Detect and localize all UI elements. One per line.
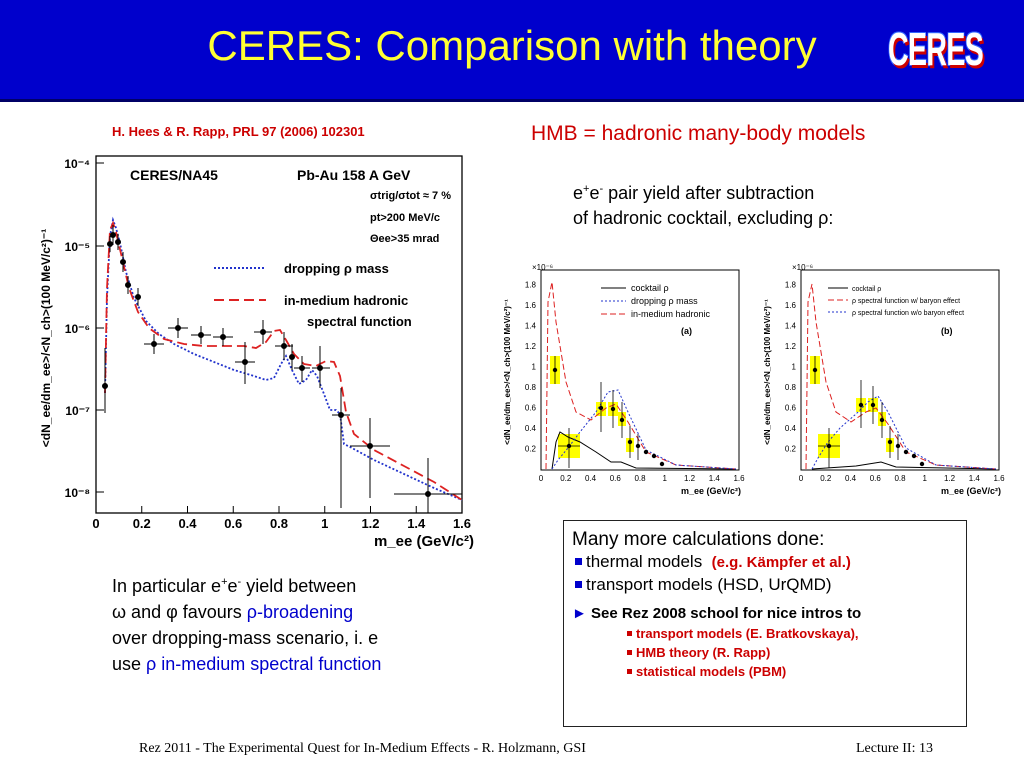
- small-plot-a: <dN_ee/dm_ee>/<N_ch>(100 MeV/c²)⁻¹ ×10⁻⁶…: [503, 263, 745, 496]
- slide-title: CERES: Comparison with theory: [207, 22, 817, 69]
- footer-right: Lecture II: 13: [856, 741, 933, 756]
- plot-a-legend-0: cocktail ρ: [631, 283, 669, 293]
- small-ytick-label: 0.8: [785, 383, 797, 392]
- experiment-label: CERES/NA45: [130, 167, 218, 183]
- small-ytick-label: 0.6: [785, 404, 797, 413]
- small-ytick-label: 1.6: [785, 301, 797, 310]
- legend-inmedium-2: spectral function: [307, 314, 412, 329]
- small-xtick-label: 0: [539, 474, 544, 483]
- calculations-box: Many more calculations done: thermal mod…: [563, 520, 967, 727]
- plot-b-ytitle: <dN_ee/dm_ee>/<N_ch>(100 MeV/c²)⁻¹: [763, 299, 772, 445]
- main-xtick-label: 0.4: [178, 516, 197, 531]
- main-ytick-label: 10⁻⁵: [65, 240, 90, 254]
- sub-statistical: statistical models (PBM): [572, 662, 966, 681]
- box-item-transport: transport models (HSD, UrQMD): [572, 574, 966, 596]
- title-bar: CERES: Comparison with theory CERES: [0, 0, 1024, 102]
- small-ytick-label: 0.8: [525, 383, 537, 392]
- main-xtick-label: 1.4: [407, 516, 426, 531]
- small-plot-b: <dN_ee/dm_ee>/<N_ch>(100 MeV/c²)⁻¹ ×10⁻⁶…: [763, 263, 1005, 496]
- cut-trig: σtrig/σtot ≈ 7 %: [370, 190, 451, 202]
- small-xtick-label: 1.2: [684, 474, 696, 483]
- small-ytick-label: 1: [792, 363, 797, 372]
- plot-b-exp: ×10⁻⁶: [792, 263, 813, 272]
- small-ytick-label: 0.2: [785, 445, 797, 454]
- main-xtick-label: 1.2: [361, 516, 379, 531]
- main-xtick-label: 0.6: [224, 516, 242, 531]
- small-ytick-label: 0.2: [525, 445, 537, 454]
- small-xtick-label: 0.4: [585, 474, 597, 483]
- main-ytick-label: 10⁻⁸: [65, 486, 90, 500]
- main-xtick-label: 0.8: [270, 516, 288, 531]
- legend-inmedium-1: in-medium hadronic: [284, 293, 408, 308]
- small-xtick-label: 0.6: [610, 474, 622, 483]
- main-xtitle: m_ee (GeV/c²): [374, 533, 474, 550]
- small-xtick-label: 0.8: [894, 474, 906, 483]
- small-ytick-label: 1: [532, 363, 537, 372]
- main-xtick-label: 1.6: [453, 516, 471, 531]
- small-xtick-label: 1.4: [709, 474, 721, 483]
- plot-a-label: (a): [681, 326, 692, 336]
- small-xtick-label: 0.2: [560, 474, 572, 483]
- plot-b-label: (b): [941, 326, 953, 336]
- small-ytick-label: 1.4: [785, 322, 797, 331]
- small-ytick-label: 0.4: [525, 424, 537, 433]
- reference-citation: H. Hees & R. Rapp, PRL 97 (2006) 102301: [112, 124, 365, 139]
- main-mass-spectrum-plot: <dN_ee/dm_ee>/<N_ch>(100 MeV/c²)⁻¹ m_ee …: [39, 155, 474, 550]
- small-ytick-label: 1.8: [785, 281, 797, 290]
- main-ytitle: <dN_ee/dm_ee>/<N_ch>(100 MeV/c²)⁻¹: [39, 229, 53, 447]
- inmedium-curve: [104, 220, 463, 501]
- ceres-logo: CERES: [888, 23, 984, 75]
- main-ytick-label: 10⁻⁶: [65, 322, 90, 336]
- plot-b-legend-2: ρ spectral function w/o baryon effect: [852, 310, 964, 317]
- hmb-definition: HMB = hadronic many-body models: [531, 122, 866, 145]
- pair-yield-caption: e+e- pair yield after subtraction of had…: [573, 183, 834, 228]
- small-xtick-label: 0.2: [820, 474, 832, 483]
- plot-b-xtitle: m_ee (GeV/c²): [941, 486, 1001, 496]
- main-xtick-label: 1: [321, 516, 328, 531]
- plot-b-legend-0: cocktail ρ: [852, 286, 881, 293]
- plot-a-exp: ×10⁻⁶: [532, 263, 553, 272]
- main-xtick-label: 0.2: [133, 516, 151, 531]
- small-ytick-label: 0.6: [525, 404, 537, 413]
- plot-a-legend-1: dropping ρ mass: [631, 296, 698, 306]
- cut-pt: pt>200 MeV/c: [370, 212, 440, 224]
- main-ytick-label: 10⁻⁴: [64, 157, 90, 171]
- small-xtick-label: 1: [923, 474, 928, 483]
- sub-hmb: HMB theory (R. Rapp): [572, 643, 966, 662]
- small-ytick-label: 1.6: [525, 301, 537, 310]
- small-xtick-label: 0.8: [634, 474, 646, 483]
- small-xtick-label: 1: [663, 474, 668, 483]
- small-ytick-label: 0.4: [785, 424, 797, 433]
- legend-dropping: dropping ρ mass: [284, 261, 389, 276]
- plot-a-legend-2: in-medium hadronic: [631, 309, 711, 319]
- small-xtick-label: 0: [799, 474, 804, 483]
- plot-a-ytitle: <dN_ee/dm_ee>/<N_ch>(100 MeV/c²)⁻¹: [503, 299, 512, 445]
- sub-transport: transport models (E. Bratkovskaya),: [572, 624, 966, 643]
- small-xtick-label: 0.4: [845, 474, 857, 483]
- small-ytick-label: 1.4: [525, 322, 537, 331]
- main-xtick-label: 0: [92, 516, 99, 531]
- main-ytick-label: 10⁻⁷: [65, 404, 90, 418]
- small-xtick-label: 1.4: [969, 474, 981, 483]
- small-xtick-label: 1.2: [944, 474, 956, 483]
- plot-b-legend-1: ρ spectral function w/ baryon effect: [852, 298, 960, 305]
- conclusion-text: In particular e+e- yield between ω and φ…: [112, 576, 382, 674]
- cut-theta: Θee>35 mrad: [370, 233, 439, 245]
- small-xtick-label: 0.6: [870, 474, 882, 483]
- box-item-thermal: thermal models (e.g. Kämpfer et al.): [572, 551, 966, 574]
- plot-a-xtitle: m_ee (GeV/c²): [681, 486, 741, 496]
- box-title: Many more calculations done:: [572, 529, 825, 550]
- small-ytick-label: 1.2: [525, 342, 537, 351]
- small-ytick-label: 1.8: [525, 281, 537, 290]
- footer-left: Rez 2011 - The Experimental Quest for In…: [139, 741, 586, 756]
- small-ytick-label: 1.2: [785, 342, 797, 351]
- system-label: Pb-Au 158 A GeV: [297, 167, 411, 183]
- small-xtick-label: 1.6: [733, 474, 745, 483]
- small-xtick-label: 1.6: [993, 474, 1005, 483]
- see-rez-note: ► See Rez 2008 school for nice intros to: [572, 605, 862, 622]
